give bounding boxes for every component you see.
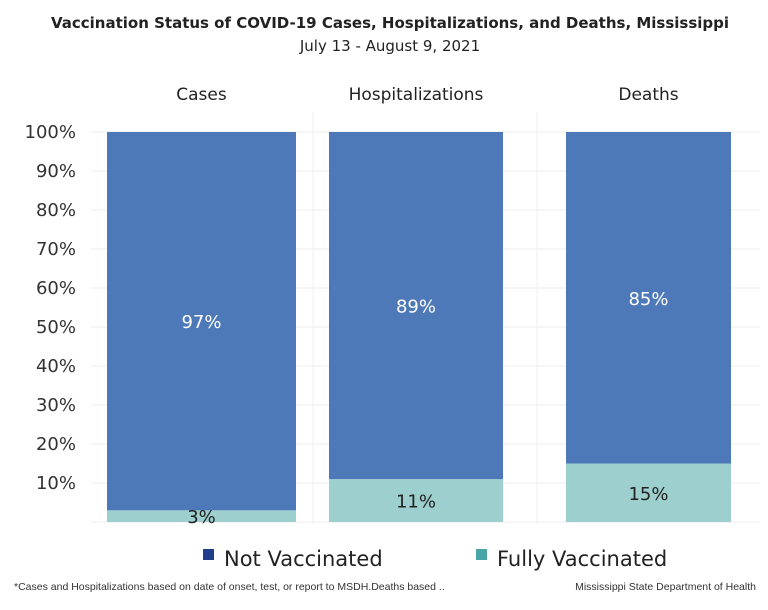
- y-tick-label: 20%: [36, 434, 76, 455]
- legend: Not Vaccinated Fully Vaccinated: [203, 547, 667, 571]
- legend-swatch: [203, 549, 214, 560]
- y-tick-label: 60%: [36, 278, 76, 299]
- panel-cases: Cases 97% 3%: [107, 85, 296, 528]
- panel-title: Deaths: [618, 85, 678, 105]
- chart-title: Vaccination Status of COVID-19 Cases, Ho…: [51, 14, 729, 32]
- panels: Cases 97% 3% Hospitalizations 89% 11% Deaths 85…: [107, 85, 731, 528]
- footnote: *Cases and Hospitalizations based on dat…: [14, 581, 445, 593]
- bar-segment-fully-vaccinated: [329, 479, 503, 522]
- panel-title: Cases: [176, 85, 227, 105]
- y-tick-label: 40%: [36, 356, 76, 377]
- bar-segment-fully-vaccinated: [566, 463, 731, 522]
- y-tick-label: 10%: [36, 473, 76, 494]
- y-tick-label: 90%: [36, 161, 76, 182]
- y-tick-label: 100%: [25, 122, 76, 143]
- legend-label: Fully Vaccinated: [497, 547, 667, 571]
- source-credit: Mississippi State Department of Health: [575, 581, 756, 593]
- chart-subtitle: July 13 - August 9, 2021: [299, 37, 480, 55]
- data-label-not-vaccinated: 89%: [396, 297, 436, 318]
- legend-swatch: [476, 549, 487, 560]
- y-tick-label: 50%: [36, 317, 76, 338]
- y-tick-label: 70%: [36, 239, 76, 260]
- data-label-fully-vaccinated: 15%: [628, 484, 668, 505]
- data-label-not-vaccinated: 97%: [181, 312, 221, 333]
- y-tick-label: 80%: [36, 200, 76, 221]
- panel-deaths: Deaths 85% 15%: [566, 85, 731, 522]
- bar-segment-not-vaccinated: [329, 132, 503, 480]
- legend-label: Not Vaccinated: [224, 547, 383, 571]
- data-label-not-vaccinated: 85%: [628, 289, 668, 310]
- bar-segment-not-vaccinated: [566, 132, 731, 464]
- data-label-fully-vaccinated: 11%: [396, 492, 436, 513]
- bar-segment-not-vaccinated: [107, 132, 296, 511]
- bar-segment-fully-vaccinated: [107, 510, 296, 522]
- y-axis: 10% 20% 30% 40% 50% 60% 70% 80% 90% 100%: [25, 122, 76, 494]
- panel-hospitalizations: Hospitalizations 89% 11%: [329, 85, 503, 522]
- y-tick-label: 30%: [36, 395, 76, 416]
- data-label-fully-vaccinated: 3%: [187, 507, 216, 528]
- panel-title: Hospitalizations: [349, 85, 484, 105]
